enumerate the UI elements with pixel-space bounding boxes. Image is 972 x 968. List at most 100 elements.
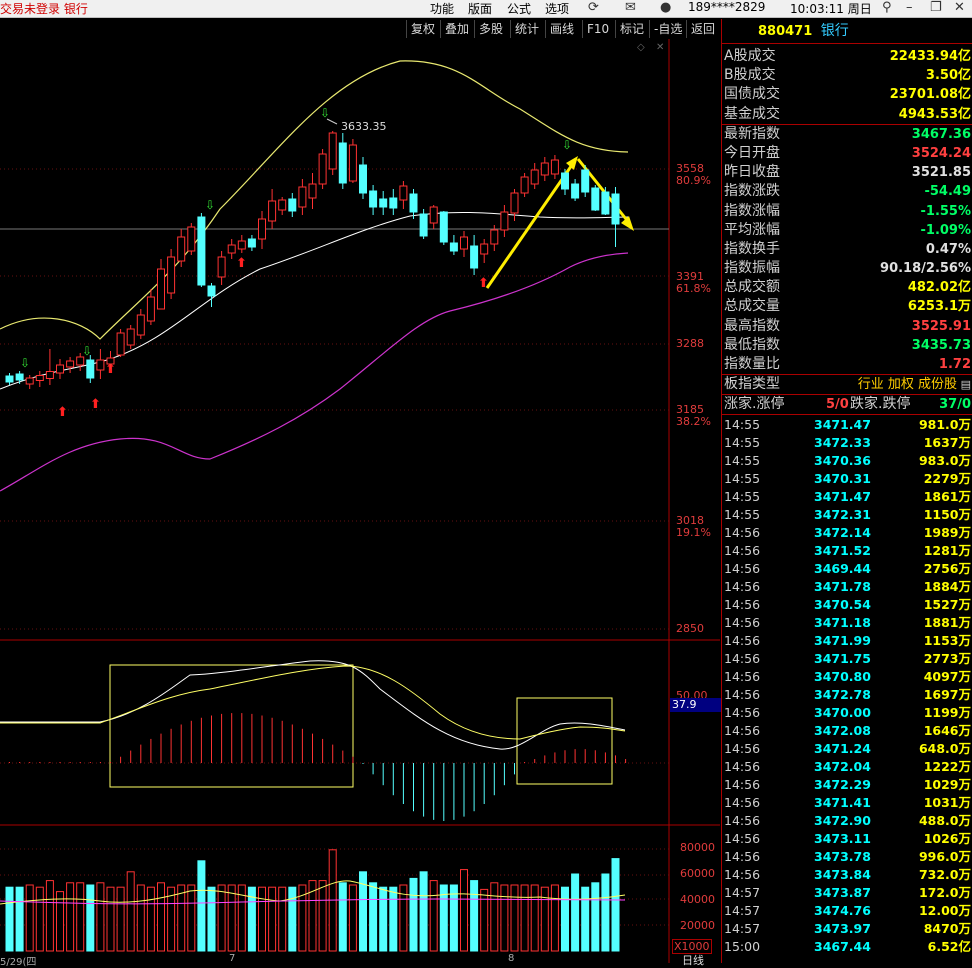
menu-function[interactable]: 功能	[430, 2, 455, 16]
candle-body	[369, 190, 378, 208]
statistics-button[interactable]: 统计	[510, 20, 543, 38]
candle-body	[439, 211, 448, 243]
stat-value: 6253.1万	[907, 299, 971, 315]
clock: 10:03:11 周日	[790, 2, 872, 16]
user-account[interactable]: 189****2829	[688, 0, 766, 14]
stat-row: 总成交量 6253.1万	[722, 297, 972, 316]
back-button[interactable]: 返回	[686, 20, 719, 38]
candle-body	[237, 240, 246, 250]
candle-body	[288, 198, 297, 212]
volume-bar	[76, 882, 85, 952]
candle-body	[268, 200, 277, 222]
candle-body	[399, 185, 408, 201]
stat-value: 3525.91	[911, 318, 971, 334]
candle-body	[328, 132, 337, 170]
stat-label: 指数量比	[724, 356, 780, 372]
close-icon[interactable]: ✕	[656, 42, 665, 53]
tick-price: 3471.24	[814, 741, 871, 757]
mark-button[interactable]: 标记	[615, 20, 648, 38]
candle-body	[359, 164, 367, 194]
candle-body	[449, 242, 458, 252]
restore-icon[interactable]: ❐	[930, 0, 942, 15]
candle-body	[611, 193, 620, 225]
buy-signal-icon: ⬆	[90, 397, 101, 412]
add-watchlist-button[interactable]: -自选	[649, 20, 686, 38]
tick-volume: 8470万	[923, 921, 971, 937]
kline-chart-area[interactable]: ⇩ ⇩ ⇩ ⇩ ⇩ ⬆ ⬆ ⬆ ⬆ ⬆ 3633.35 3558 80.9% 3…	[0, 39, 722, 968]
refresh-icon[interactable]: ⟳	[588, 0, 599, 15]
tick-time: 14:56	[724, 741, 761, 757]
candle-body	[45, 371, 54, 379]
volume-bar	[217, 884, 226, 952]
volume-bar	[136, 884, 145, 952]
menu-layout[interactable]: 版面	[468, 2, 493, 16]
tick-price: 3472.33	[814, 435, 871, 451]
f10-button[interactable]: F10	[582, 20, 613, 38]
trend-up-arrow	[485, 161, 576, 289]
candle-body	[318, 153, 327, 185]
volume-bar	[439, 884, 448, 952]
draw-line-button[interactable]: 画线	[545, 20, 578, 38]
tick-volume: 1646万	[923, 723, 971, 739]
period-label[interactable]: 日线	[682, 954, 704, 967]
candle-body	[550, 159, 559, 175]
stat-value: 4943.53亿	[898, 106, 971, 122]
candle-body	[348, 144, 357, 182]
volume-bar	[379, 886, 388, 952]
tick-volume: 1281万	[923, 543, 971, 559]
minimize-icon[interactable]: –	[906, 0, 913, 15]
stat-value: 3.50亿	[925, 68, 971, 84]
tick-price: 3472.78	[814, 687, 871, 703]
tick-price: 3473.87	[814, 885, 871, 901]
volume-bar	[25, 884, 34, 952]
volume-bar	[106, 886, 115, 952]
volume-bar	[197, 860, 206, 952]
volume-tick: 20000	[680, 919, 715, 932]
mail-icon[interactable]: ✉	[625, 0, 636, 15]
tick-volume: 1026万	[923, 831, 971, 847]
buy-signal-icon: ⬆	[236, 256, 247, 271]
volume-bar	[227, 884, 236, 952]
stat-label: 平均涨幅	[724, 221, 780, 238]
tick-volume: 1989万	[923, 525, 971, 541]
volume-bar	[449, 884, 458, 952]
board-type-row: 板指类型 行业 加权 成份股 ▤	[722, 375, 972, 394]
overlay-button[interactable]: 叠加	[440, 20, 473, 38]
volume-bar	[278, 886, 287, 952]
volume-tick: 60000	[680, 867, 715, 880]
fib-tick: 80.9%	[676, 174, 711, 187]
volume-bar	[480, 888, 489, 952]
tick-time: 14:55	[724, 507, 761, 523]
volume-ma-line	[0, 880, 626, 905]
candle-body	[167, 256, 176, 294]
stat-row: 最低指数 3435.73	[722, 336, 972, 355]
advance-label: 涨家.涨停	[724, 396, 785, 413]
pin-icon[interactable]: ⚲	[882, 0, 892, 15]
board-type-value[interactable]: 行业 加权 成份股	[857, 377, 957, 393]
date-label: 7	[229, 953, 236, 964]
candle-body	[591, 187, 600, 211]
tick-price: 3471.99	[814, 633, 871, 649]
stat-label: B股成交	[724, 67, 776, 84]
price-tick: 3185	[676, 403, 704, 416]
menu-icon[interactable]: ▤	[960, 378, 971, 392]
restore-rights-button[interactable]: 复权	[406, 20, 439, 38]
menu-options[interactable]: 选项	[545, 2, 570, 16]
multi-stock-button[interactable]: 多股	[474, 20, 507, 38]
login-status: 交易未登录 银行	[0, 2, 88, 16]
user-icon[interactable]: ●	[660, 0, 672, 15]
highlight-box	[516, 697, 613, 785]
close-icon[interactable]: ✕	[954, 0, 965, 15]
volume-bar	[601, 873, 610, 952]
menu-formula[interactable]: 公式	[507, 2, 532, 16]
tick-list[interactable]: 14:55 3471.47 981.0万 14:55 3472.33 1637万 14:55…	[722, 415, 972, 956]
tick-volume: 732.0万	[918, 867, 971, 883]
tick-row: 14:57 3473.87 172.0万	[722, 884, 972, 902]
sell-signal-icon: ⇩	[320, 106, 330, 120]
tick-row: 14:57 3473.97 8470万	[722, 920, 972, 938]
kline-chart[interactable]: ⇩ ⇩ ⇩ ⇩ ⇩ ⬆ ⬆ ⬆ ⬆ ⬆ 3633.35	[0, 39, 720, 963]
tick-row: 14:56 3470.54 1527万	[722, 596, 972, 614]
tick-row: 14:56 3471.41 1031万	[722, 794, 972, 812]
diamond-icon[interactable]: ◇	[637, 42, 645, 53]
candle-body	[571, 183, 580, 199]
